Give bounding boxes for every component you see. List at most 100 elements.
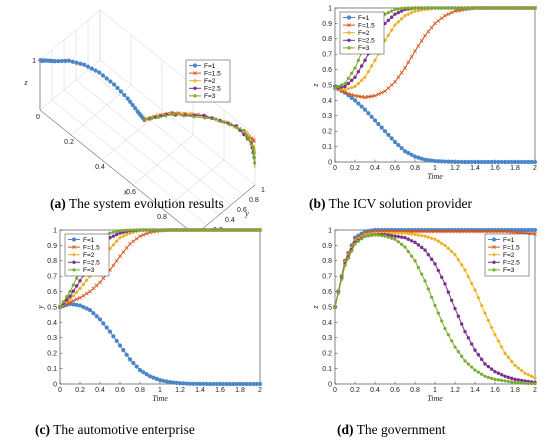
marker-c-4-14-0 (198, 228, 202, 232)
marker-c-1-2-2 (84, 291, 89, 296)
marker-d-1-16-2 (499, 229, 504, 234)
marker-b-0-3-0 (362, 107, 368, 112)
marker-c-0-10-1 (161, 378, 166, 383)
marker-b-3-2-1 (356, 69, 361, 74)
marker-c-2-2-0 (78, 286, 82, 291)
marker-c-0-14-0 (197, 381, 203, 386)
x-tick-label-d-7: 1.4 (470, 387, 480, 394)
marker-c-0-15-1 (211, 381, 216, 387)
caption-b-text: The ICV solution provider (325, 196, 472, 211)
marker-c-4-15-0 (208, 228, 212, 232)
marker-d-3-8-2 (419, 245, 424, 250)
marker-b-4-16-2 (500, 6, 504, 10)
marker-b-legend-0 (346, 15, 352, 20)
marker-d-3-6-1 (396, 234, 401, 239)
marker-d-2-10-0 (433, 237, 437, 242)
marker-a-4-1-0 (171, 112, 175, 117)
marker-b-0-12-2 (459, 159, 464, 165)
x-tick-label-c-1: 0.2 (75, 387, 85, 394)
marker-d-4-12-1 (456, 350, 460, 354)
x-tick-label-c-4: 0.8 (135, 387, 145, 394)
y-axis-label-b: z (311, 83, 320, 88)
x-tick-label-c-2: 0.4 (95, 387, 105, 394)
marker-b-4-5-1 (386, 11, 390, 15)
marker-c-0-4-2 (104, 325, 109, 330)
marker-d-4-11-2 (450, 339, 454, 343)
marker-d-1-14-2 (479, 229, 484, 234)
marker-c-0-9-1 (151, 375, 156, 380)
marker-b-1-6-1 (396, 75, 401, 80)
marker-d-2-10-2 (439, 241, 444, 246)
x-tick-label-c-3: 0.6 (115, 387, 125, 394)
marker-b-0-15-2 (489, 159, 494, 165)
marker-b-2-5-2 (389, 28, 394, 33)
marker-d-4-19-0 (523, 381, 527, 385)
marker-b-1-3-0 (363, 95, 367, 100)
marker-d-4-3-2 (370, 233, 374, 237)
legend-label-a-0: F=1 (204, 63, 216, 70)
caption-c-text: The automotive enterprise (49, 422, 195, 437)
marker-c-0-4-0 (97, 317, 103, 322)
marker-c-0-8-2 (144, 372, 149, 377)
marker-c-0-end (257, 381, 263, 387)
marker-d-4-10-0 (433, 303, 437, 308)
marker-b-4-end (533, 6, 537, 10)
marker-d-2-15-1 (486, 318, 491, 323)
marker-a-4-2-3 (235, 126, 239, 130)
x-tick-label-a-4: 0.8 (157, 214, 167, 221)
marker-d-4-16-1 (496, 378, 500, 382)
marker-d-1-15-0 (483, 229, 487, 234)
marker-a-4-1-2 (192, 115, 196, 119)
marker-d-4-18-0 (513, 380, 517, 385)
x-tick-label-d-3: 0.6 (390, 387, 400, 394)
marker-c-0-4-1 (101, 321, 106, 326)
marker-b-1-10-2 (439, 16, 444, 21)
legend-label-c-3: F=2.5 (83, 260, 100, 267)
marker-d-4-0-0 (333, 305, 337, 309)
marker-c-4-8-2 (145, 228, 149, 232)
marker-d-2-12-0 (453, 252, 457, 257)
y-tick-label-b-9: 0.9 (322, 21, 332, 28)
marker-d-4-4-1 (376, 233, 380, 237)
marker-d-4-6-0 (393, 237, 397, 241)
marker-d-4-12-2 (460, 354, 464, 358)
marker-c-1-8-0 (138, 234, 142, 239)
marker-a-1-6-3 (252, 139, 256, 143)
marker-b-1-6-0 (393, 80, 397, 84)
marker-b-3-1-0 (343, 84, 347, 89)
y-tick-label-c-4: 0.4 (47, 320, 57, 327)
marker-c-0-6-0 (117, 343, 123, 348)
x-axis-label-c: Time (152, 394, 168, 403)
marker-c-4-8-1 (141, 228, 145, 232)
x-tick-label-d-1: 0.2 (350, 387, 360, 394)
marker-b-0-12-0 (452, 159, 458, 164)
legend-label-c-2: F=2 (83, 252, 95, 259)
marker-d-1-9-1 (426, 229, 431, 234)
marker-d-2-8-0 (413, 232, 417, 237)
marker-d-1-16-1 (496, 229, 501, 234)
marker-b-0-13-2 (469, 159, 474, 165)
marker-b-4-6-0 (393, 7, 397, 12)
marker-d-4-14-2 (480, 372, 484, 376)
marker-d-1-12-0 (453, 229, 457, 234)
series-c-0 (57, 301, 263, 387)
marker-b-1-11-2 (449, 10, 454, 15)
panel-a: 00.20.40.60.8100.20.40.60.811xyzF=1F=1.5… (0, 0, 275, 246)
marker-b-0-7-0 (402, 149, 408, 154)
marker-c-0-11-0 (167, 380, 173, 385)
marker-d-3-13-2 (469, 342, 474, 346)
marker-d-4-9-0 (423, 279, 427, 283)
marker-b-4-10-2 (440, 6, 444, 10)
marker-d-3-12-0 (453, 306, 457, 311)
grid-floor-y-2 (63, 89, 220, 216)
marker-b-0-13-1 (466, 159, 471, 165)
x-tick-label-c-7: 1.4 (195, 387, 205, 394)
y-tick-label-d-10: 1 (328, 227, 332, 234)
y-tick-label-c-1: 0.1 (47, 366, 57, 373)
caption-b: (b) The ICV solution provider (309, 196, 472, 212)
z-tick-label-a-0: 1 (32, 58, 36, 65)
marker-b-0-11-2 (449, 159, 454, 164)
marker-c-0-1-1 (71, 302, 76, 307)
y-tick-label-b-2: 0.2 (322, 129, 332, 136)
marker-d-2-5-2 (389, 231, 394, 236)
